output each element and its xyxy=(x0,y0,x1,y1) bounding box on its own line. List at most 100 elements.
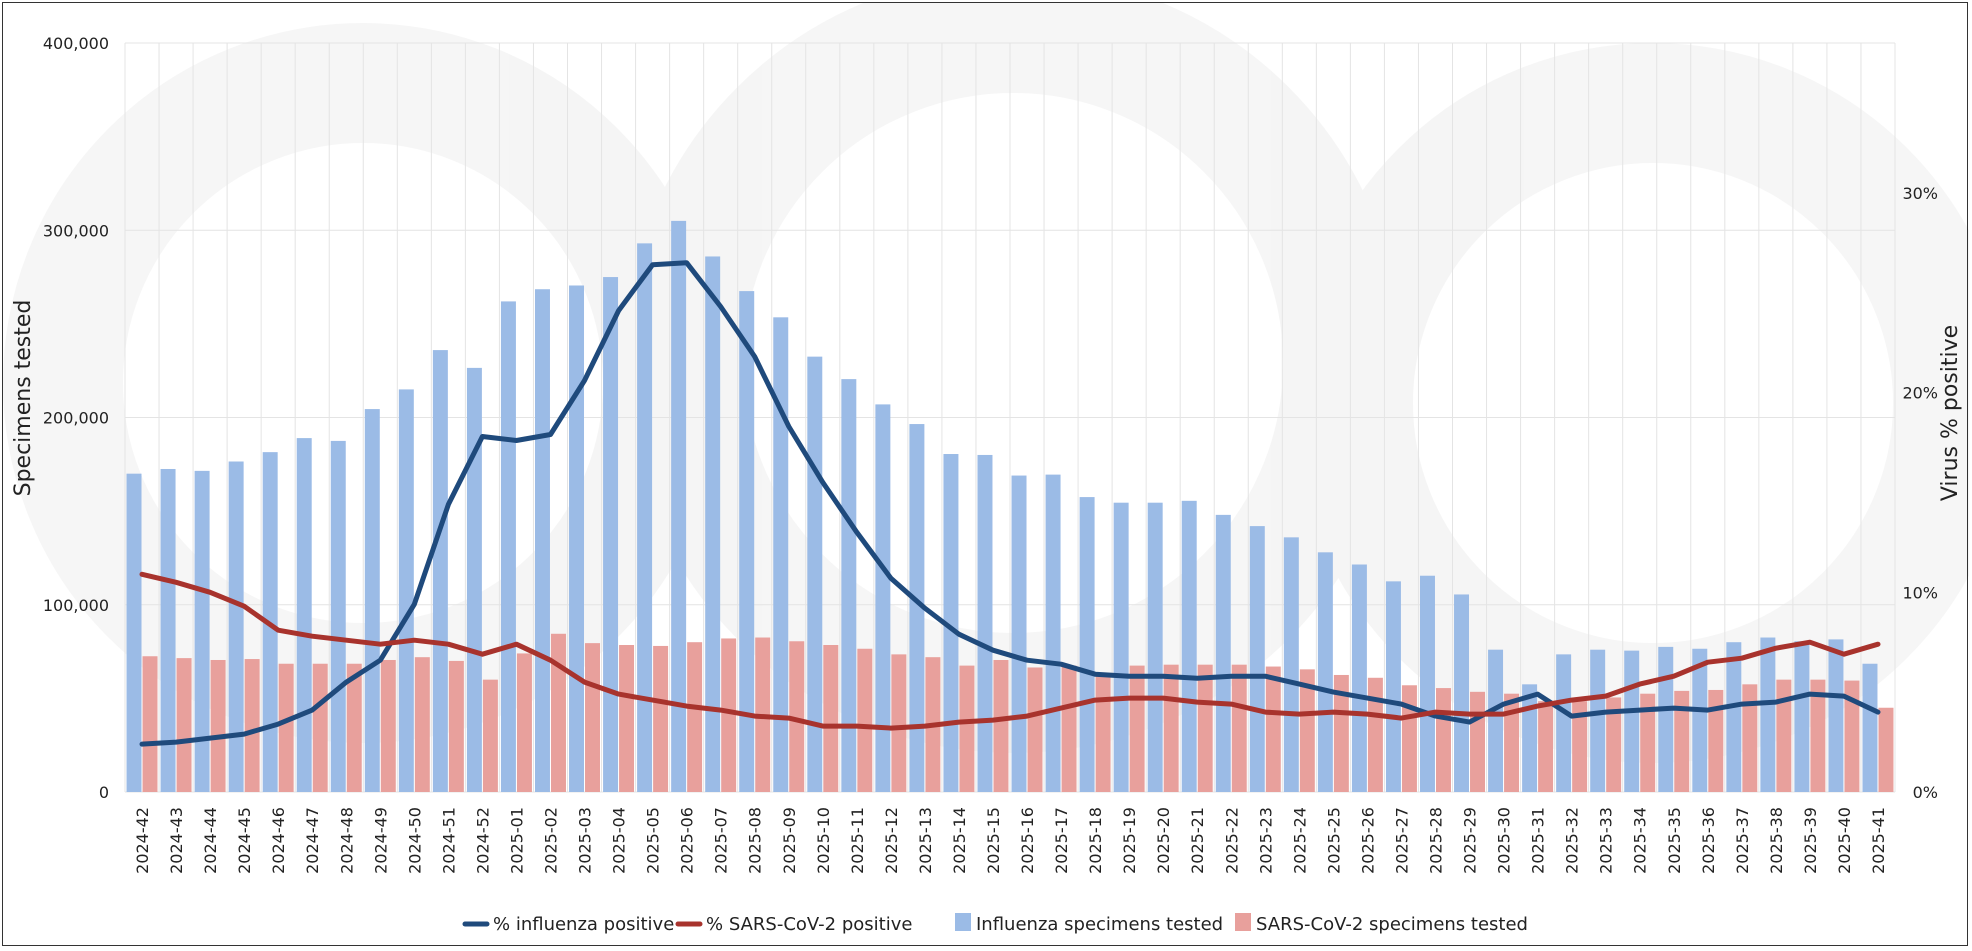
influenza-bar xyxy=(1760,637,1776,792)
sars-cov-2-bar xyxy=(1810,679,1826,792)
x-tick-label: 2025-33 xyxy=(1597,807,1616,874)
sars-cov-2-bar xyxy=(687,642,703,792)
influenza-bar xyxy=(228,461,244,792)
influenza-bar xyxy=(1419,575,1435,792)
sars-cov-2-bar xyxy=(959,665,975,792)
influenza-bar xyxy=(1283,537,1299,792)
x-tick-label: 2024-46 xyxy=(269,807,288,874)
sars-cov-2-bar xyxy=(278,663,294,792)
influenza-bar xyxy=(1045,474,1061,792)
x-tick-label: 2025-08 xyxy=(746,807,765,874)
x-tick-label: 2025-18 xyxy=(1086,807,1105,874)
influenza-bar xyxy=(1147,502,1163,792)
y2-tick-label: 10% xyxy=(1902,583,1938,602)
x-tick-label: 2025-32 xyxy=(1563,807,1582,874)
legend-sars-cov-2-positive-label: % SARS-CoV-2 positive xyxy=(706,914,912,935)
sars-cov-2-bar xyxy=(1231,664,1247,792)
influenza-bar xyxy=(534,289,550,792)
sars-cov-2-bar xyxy=(1401,685,1417,792)
sars-cov-2-bar xyxy=(1640,693,1656,792)
influenza-bar xyxy=(1556,654,1572,792)
sars-cov-2-bar xyxy=(1504,693,1520,792)
chart: 0 100,000 200,000 300,000 400,000 0% 10% 20% 30… xyxy=(11,33,1963,935)
influenza-bar xyxy=(1862,663,1878,792)
influenza-bar xyxy=(500,301,516,792)
sars-cov-2-bar xyxy=(210,659,226,792)
sars-cov-2-bar xyxy=(1606,697,1622,792)
x-tick-label: 2025-06 xyxy=(678,807,697,874)
x-tick-label: 2025-31 xyxy=(1529,807,1548,874)
sars-cov-2-bar xyxy=(1095,674,1111,792)
influenza-bar xyxy=(1113,502,1129,792)
sars-cov-2-bar xyxy=(1878,707,1894,792)
y-axis-title: Specimens tested xyxy=(11,300,36,497)
x-tick-label: 2025-29 xyxy=(1461,807,1480,874)
x-tick-label: 2025-39 xyxy=(1801,807,1820,874)
x-tick-label: 2025-23 xyxy=(1256,807,1275,874)
legend-sars-cov-2-specimens-swatch xyxy=(1235,913,1251,931)
x-tick-label: 2025-22 xyxy=(1222,807,1241,874)
influenza-bar xyxy=(126,473,142,792)
x-tick-label: 2025-25 xyxy=(1324,807,1343,874)
x-tick-label: 2025-30 xyxy=(1495,807,1514,874)
influenza-bar xyxy=(841,379,857,792)
sars-cov-2-positive-line xyxy=(139,571,1881,731)
sars-cov-2-bar xyxy=(619,645,635,792)
y2-tick-label: 30% xyxy=(1902,184,1938,203)
influenza-bar xyxy=(1658,646,1674,792)
influenza-bar xyxy=(330,440,346,792)
sars-cov-2-bar xyxy=(857,648,873,792)
influenza-bar xyxy=(1624,650,1640,792)
influenza-bar xyxy=(1249,526,1265,792)
sars-cov-2-bar xyxy=(448,660,464,792)
sars-cov-2-bar xyxy=(1163,664,1179,792)
influenza-bar xyxy=(909,424,925,792)
sars-cov-2-bar xyxy=(1538,701,1554,792)
sars-cov-2-bar xyxy=(1572,701,1588,792)
sars-cov-2-bar xyxy=(789,641,805,792)
sars-cov-2-bar xyxy=(380,659,396,792)
influenza-bar xyxy=(1590,649,1606,792)
legend-influenza-specimens-label: Influenza specimens tested xyxy=(976,914,1223,935)
y-axis-ticks: 0 100,000 200,000 300,000 400,000 xyxy=(43,34,109,802)
sars-cov-2-bar xyxy=(176,658,192,792)
influenza-bar xyxy=(1079,497,1095,792)
x-tick-label: 2025-13 xyxy=(916,807,935,874)
x-tick-label: 2025-10 xyxy=(814,807,833,874)
sars-cov-2-bar xyxy=(1197,664,1213,792)
x-tick-label: 2025-28 xyxy=(1426,807,1445,874)
x-tick-label: 2025-02 xyxy=(541,807,560,874)
sars-cov-2-bar xyxy=(550,633,566,792)
x-tick-label: 2025-12 xyxy=(882,807,901,874)
influenza-bar xyxy=(398,389,414,792)
x-tick-label: 2025-34 xyxy=(1631,807,1650,874)
x-tick-label: 2024-48 xyxy=(337,807,356,874)
influenza-bar xyxy=(194,470,210,792)
sars-cov-2-bar xyxy=(1674,690,1690,792)
influenza-bar xyxy=(943,454,959,792)
x-tick-label: 2025-40 xyxy=(1835,807,1854,874)
influenza-bar xyxy=(705,256,721,793)
bars xyxy=(126,220,1894,793)
x-tick-label: 2025-20 xyxy=(1154,807,1173,874)
influenza-positive-line xyxy=(139,260,1881,747)
sars-cov-2-bar xyxy=(244,659,260,792)
x-tick-label: 2024-51 xyxy=(439,807,458,874)
influenza-bar xyxy=(739,291,755,792)
influenza-bar xyxy=(1011,475,1027,792)
x-tick-label: 2025-01 xyxy=(507,807,526,874)
x-tick-label: 2024-52 xyxy=(473,807,492,874)
y-tick-label: 0 xyxy=(99,783,109,802)
sars-cov-2-bar xyxy=(1265,666,1281,792)
sars-cov-2-bar xyxy=(1061,665,1077,792)
x-tick-label: 2025-19 xyxy=(1120,807,1139,874)
sars-cov-2-bar xyxy=(414,657,430,792)
legend-influenza-specimens-swatch xyxy=(955,913,971,931)
watermark xyxy=(63,33,1953,703)
y2-tick-label: 0% xyxy=(1913,783,1938,802)
x-tick-label: 2025-07 xyxy=(712,807,731,874)
x-tick-label: 2025-27 xyxy=(1392,807,1411,874)
x-tick-label: 2025-11 xyxy=(848,807,867,874)
influenza-bar xyxy=(1794,641,1810,792)
